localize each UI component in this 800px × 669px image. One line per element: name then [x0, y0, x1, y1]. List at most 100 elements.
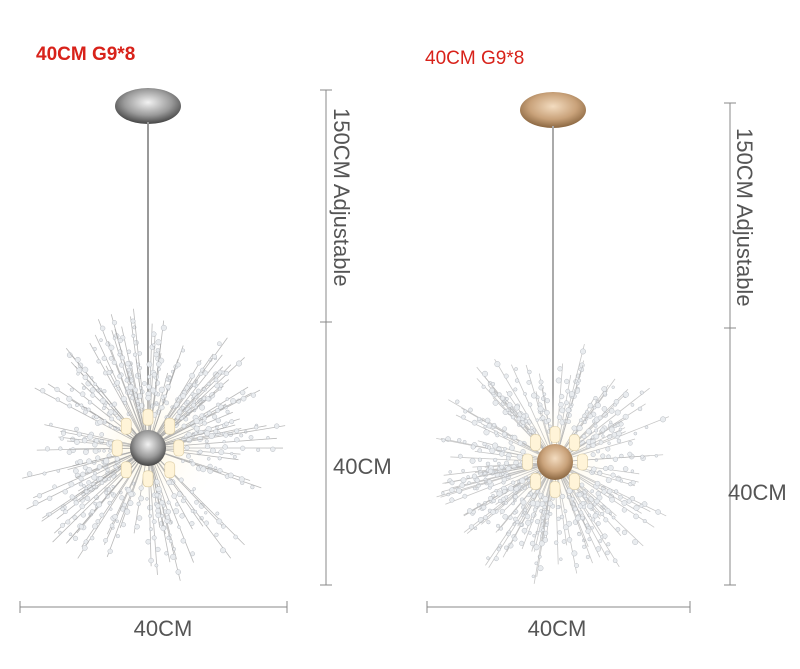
crystal — [75, 356, 81, 363]
crystal — [471, 473, 478, 479]
crystal — [125, 361, 131, 367]
crystal — [598, 539, 603, 543]
crystal — [517, 440, 523, 446]
crystal — [96, 359, 101, 364]
crystal — [544, 523, 549, 527]
crystal — [469, 457, 476, 464]
chandelier — [436, 343, 670, 584]
crystal — [92, 346, 97, 351]
crystal — [488, 496, 493, 501]
crystal — [72, 515, 78, 521]
crystal — [555, 377, 562, 384]
canopy — [115, 88, 181, 124]
crystal — [526, 379, 532, 385]
bulb — [569, 434, 580, 451]
crystal — [561, 539, 567, 544]
crystal — [499, 508, 505, 514]
crystal — [86, 407, 91, 412]
crystal — [124, 508, 131, 515]
crystal — [590, 452, 596, 458]
crystal — [497, 461, 501, 466]
crystal — [154, 492, 160, 498]
crystal — [112, 401, 118, 407]
crystal — [582, 413, 587, 419]
crystal — [593, 423, 598, 428]
spoke — [110, 314, 149, 449]
crystal — [138, 485, 144, 491]
crystal — [179, 415, 184, 421]
crystal — [193, 509, 198, 514]
crystal — [493, 556, 499, 562]
spoke — [554, 454, 664, 463]
crystal — [58, 530, 62, 535]
spoke — [147, 447, 158, 575]
crystal — [583, 420, 587, 425]
crystal — [115, 534, 120, 539]
crystal — [559, 407, 566, 414]
crystal — [530, 426, 534, 430]
crystal — [204, 430, 211, 437]
crystal — [99, 480, 105, 486]
hub — [130, 430, 166, 466]
spoke — [106, 447, 149, 558]
crystal — [533, 544, 540, 551]
crystal — [147, 374, 152, 379]
crystal — [500, 395, 506, 401]
crystal — [155, 339, 162, 346]
crystal — [236, 360, 242, 367]
crystal — [159, 513, 165, 519]
crystal — [621, 507, 627, 513]
crystal — [577, 378, 582, 383]
crystal — [189, 372, 196, 379]
crystal — [544, 398, 550, 404]
crystal — [633, 504, 640, 511]
crystal — [503, 373, 509, 379]
crystal — [499, 451, 505, 457]
crystal — [578, 367, 582, 371]
crystal — [54, 386, 60, 393]
crystal — [540, 515, 545, 520]
crystal — [127, 384, 134, 391]
crystal — [601, 489, 607, 495]
crystal — [585, 523, 590, 528]
crystal — [142, 381, 147, 386]
crystal — [591, 466, 597, 472]
crystal — [569, 404, 573, 409]
crystal — [543, 513, 550, 520]
crystal — [460, 477, 467, 484]
spoke — [147, 447, 152, 567]
crystal — [83, 539, 89, 545]
crystal — [94, 438, 99, 443]
crystal — [168, 376, 172, 380]
crystal — [512, 511, 517, 515]
crystal — [628, 440, 633, 446]
crystal — [86, 480, 92, 485]
crystal — [99, 338, 103, 342]
crystal — [253, 425, 259, 430]
crystal — [483, 424, 487, 429]
crystal — [580, 515, 585, 520]
crystal — [164, 400, 169, 406]
crystal — [492, 399, 499, 406]
crystal — [548, 424, 552, 429]
crystal — [496, 490, 503, 497]
crystal — [213, 377, 219, 383]
crystal — [92, 523, 98, 530]
crystal — [556, 414, 563, 420]
crystal — [220, 523, 226, 529]
crystal — [592, 512, 599, 519]
crystal — [99, 397, 106, 404]
crystal — [606, 488, 613, 495]
crystal — [211, 414, 218, 420]
crystal — [151, 343, 156, 347]
crystal — [199, 413, 205, 419]
crystal — [596, 494, 603, 501]
crystal — [85, 495, 91, 501]
crystal — [520, 449, 526, 455]
crystal — [82, 409, 88, 415]
crystal — [165, 384, 171, 390]
crystal — [519, 540, 525, 546]
crystal — [76, 367, 83, 374]
crystal — [166, 479, 172, 486]
crystal — [111, 320, 118, 326]
